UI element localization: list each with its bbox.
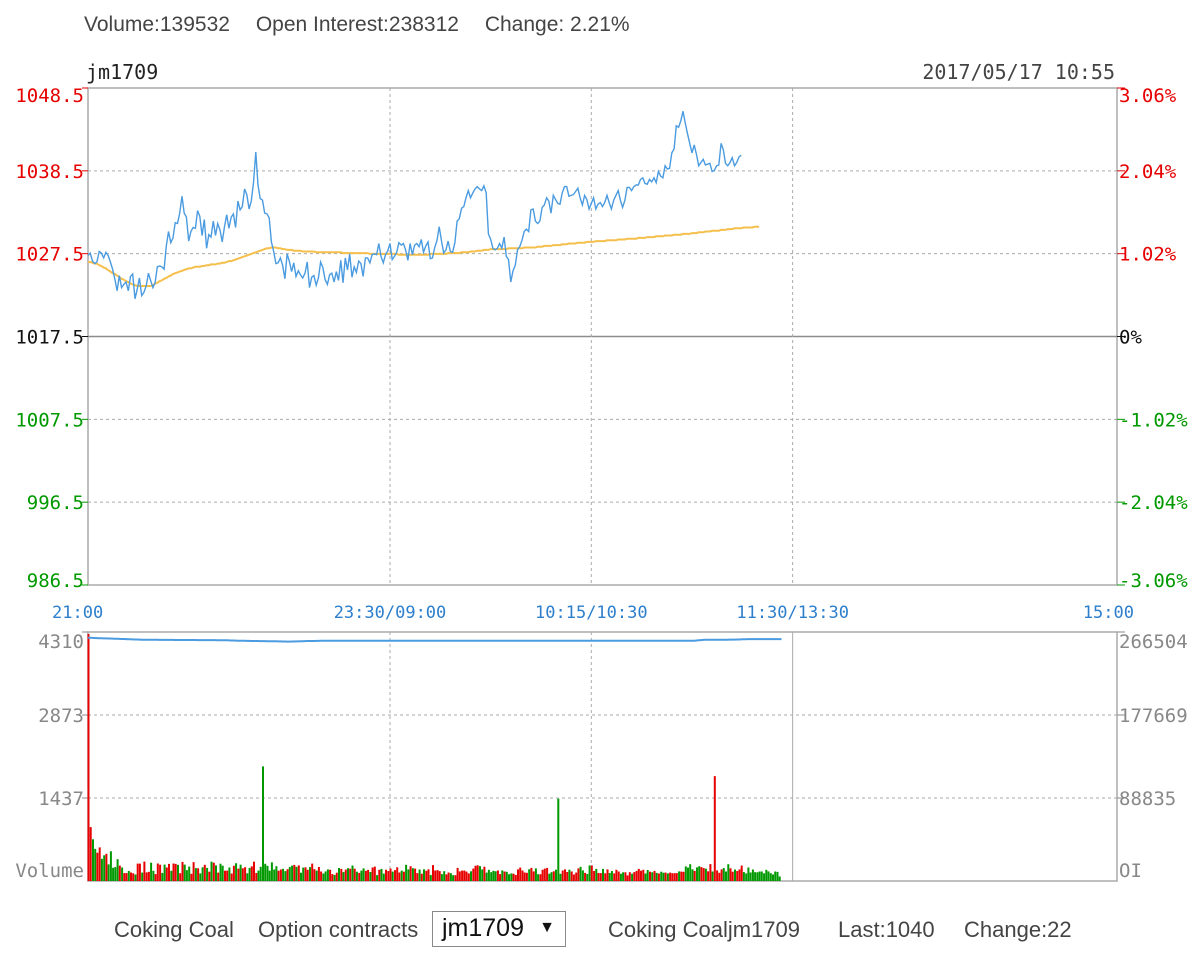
x-tick-label: 11:30/13:30 [736, 603, 849, 623]
x-tick-label: 21:00 [52, 603, 103, 623]
change-value: Change:22 [964, 917, 1072, 942]
x-tick-label: 10:15/10:30 [535, 603, 648, 623]
oi-y-tick-label: 88835 [1119, 788, 1176, 810]
y-left-tick-label: 986.5 [27, 570, 84, 592]
open-interest-line [87, 636, 782, 643]
y-right-tick-label: 3.06% [1119, 85, 1177, 107]
intraday-chart: 1048.5 3.06% 1038.5 2.04% 1027.5 1.02% 1017.5 0… [15, 60, 1188, 882]
y-left-tick-label: 1048.5 [15, 85, 84, 107]
y-right-tick-label: -2.04% [1119, 492, 1188, 514]
oi-axis-label: OI [1119, 860, 1142, 882]
y-right-tick-label: 0% [1119, 327, 1142, 349]
datetime-label: 2017/05/17 10:55 [922, 60, 1115, 84]
volume-stat: Volume:139532 [84, 13, 230, 36]
y-right-tick-label: 2.04% [1119, 161, 1177, 183]
oi-y-tick-label: 177669 [1119, 705, 1188, 727]
volume-axis-label: Volume [15, 860, 84, 882]
price-grid [82, 87, 1125, 586]
volume-panel-frame [87, 631, 1118, 882]
y-right-tick-label: 1.02% [1119, 244, 1177, 266]
y-left-tick-label: 1017.5 [15, 327, 84, 349]
y-right-tick-label: -1.02% [1119, 409, 1188, 431]
y-left-tick-label: 1027.5 [15, 244, 84, 266]
change-stat: Change: 2.21% [484, 13, 630, 36]
product-label: Coking Coal [114, 917, 234, 942]
footer-bar: Coking Coal Option contracts jm1709 ▼ Co… [0, 905, 1196, 953]
y-right-tick-label: -3.06% [1119, 570, 1188, 592]
contract-label: jm1709 [86, 60, 158, 84]
last-price: Last:1040 [838, 917, 935, 942]
contract-select[interactable]: jm1709 ▼ [432, 911, 566, 947]
volume-y-tick-label: 2873 [38, 705, 84, 727]
x-tick-label: 15:00 [1083, 603, 1134, 623]
x-tick-label: 23:30/09:00 [334, 603, 447, 623]
y-left-tick-label: 1038.5 [15, 161, 84, 183]
open-interest-stat: Open Interest:238312 [255, 13, 459, 36]
volume-bars [87, 634, 781, 881]
y-left-tick-label: 1007.5 [15, 409, 84, 431]
contract-select-value: jm1709 [442, 914, 524, 942]
y-left-tick-label: 996.5 [27, 492, 84, 514]
average-price-line [88, 225, 760, 287]
oi-y-tick-label: 266504 [1119, 631, 1188, 653]
volume-y-tick-label: 4310 [38, 631, 84, 653]
stats-bar: Volume:139532 Open Interest:238312 Chang… [84, 13, 650, 37]
volume-grid [82, 631, 1125, 882]
volume-y-tick-label: 1437 [38, 788, 84, 810]
option-contracts-label: Option contracts [258, 917, 419, 942]
chart-labels: 1048.5 3.06% 1038.5 2.04% 1027.5 1.02% 1017.5 0… [15, 60, 1188, 882]
summary-name: Coking Coaljm1709 [608, 917, 800, 942]
price-line [87, 111, 742, 299]
chevron-down-icon: ▼ [539, 919, 555, 936]
